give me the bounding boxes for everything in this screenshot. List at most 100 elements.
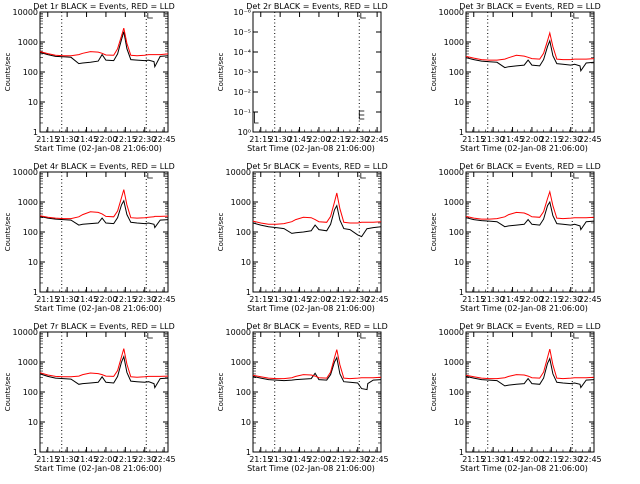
panel-title: Det 3r BLACK = Events, RED = LLD (459, 2, 601, 11)
plot-frame (252, 331, 382, 453)
x-tick-label: 22:00 (94, 295, 117, 304)
panel-title: Det 4r BLACK = Events, RED = LLD (33, 162, 175, 171)
y-tick-label: 10⁻¹ (233, 108, 251, 117)
panel-det-8r: Det 8r BLACK = Events, RED = LLD 1 10 100 10… (217, 322, 389, 473)
y-tick-label: 10000 (13, 168, 38, 177)
y-tick-label: 100 (23, 388, 38, 397)
x-tick-label: 22:45 (579, 135, 602, 144)
x-axis-label: Start Time (02-Jan-08 21:06:00) (34, 304, 162, 313)
attenuator-marker (573, 333, 579, 339)
series-events-line (39, 199, 169, 229)
panel-det-1r: Det 1r BLACK = Events, RED = LLD 1 10 100 10… (4, 2, 176, 153)
y-axis-label: Counts/sec (430, 373, 438, 412)
x-tick-label: 22:45 (366, 455, 389, 464)
x-axis-label: Start Time (02-Jan-08 21:06:00) (460, 304, 588, 313)
x-tick-label: 22:15 (540, 135, 563, 144)
panel-det-2r: Det 2r BLACK = Events, RED = LLD 10⁰ 10⁻¹ 1… (217, 2, 389, 153)
x-tick-label: 21:15 (249, 455, 272, 464)
x-tick-label: 22:00 (307, 455, 330, 464)
panel-title: Det 9r BLACK = Events, RED = LLD (459, 322, 601, 331)
x-tick-label: 22:45 (153, 295, 176, 304)
x-tick-label: 22:15 (327, 135, 350, 144)
x-tick-label: 21:45 (501, 455, 524, 464)
y-tick-label: 1000 (18, 38, 38, 47)
x-tick-label: 22:30 (133, 135, 156, 144)
x-axis-label: Start Time (02-Jan-08 21:06:00) (460, 144, 588, 153)
plot-frame (39, 331, 169, 453)
plot-frame (39, 171, 169, 293)
y-tick-label: 10000 (226, 328, 251, 337)
x-tick-label: 21:45 (75, 295, 98, 304)
attenuator-marker (147, 13, 153, 19)
x-axis-label: Start Time (02-Jan-08 21:06:00) (460, 464, 588, 473)
y-tick-label: 10 (454, 98, 464, 107)
attenuator-marker (360, 333, 366, 339)
series-events-line (465, 200, 595, 231)
y-tick-label: 10⁻² (233, 88, 251, 97)
x-tick-label: 22:00 (94, 135, 117, 144)
x-tick-label: 21:15 (36, 135, 59, 144)
attenuator-marker (573, 13, 579, 19)
series-events-line (465, 357, 595, 389)
attenuator-marker (360, 13, 366, 19)
x-tick-label: 22:15 (540, 295, 563, 304)
x-tick-label: 22:30 (346, 455, 369, 464)
attenuator-marker (573, 173, 579, 179)
series-lld-line (465, 31, 595, 61)
x-tick-label: 22:30 (133, 455, 156, 464)
plot-frame (252, 11, 382, 133)
panel-det-6r: Det 6r BLACK = Events, RED = LLD 1 10 100 10… (430, 162, 602, 313)
panel-title: Det 7r BLACK = Events, RED = LLD (33, 322, 175, 331)
panel-title: Det 1r BLACK = Events, RED = LLD (33, 2, 175, 11)
y-tick-label: 1 (33, 128, 38, 137)
data-flag-mark (254, 112, 259, 124)
series-lld-line (39, 189, 169, 220)
y-tick-label: 10⁻⁶ (233, 8, 251, 17)
x-tick-label: 22:30 (346, 295, 369, 304)
x-tick-label: 22:45 (366, 135, 389, 144)
series-lld-line (465, 189, 595, 220)
x-tick-label: 22:15 (114, 135, 137, 144)
panel-title: Det 5r BLACK = Events, RED = LLD (246, 162, 388, 171)
panel-det-9r: Det 9r BLACK = Events, RED = LLD 1 10 100 10… (430, 322, 602, 473)
plot-frame (39, 11, 169, 133)
panel-det-3r: Det 3r BLACK = Events, RED = LLD 1 10 100 10… (430, 2, 602, 153)
y-tick-label: 1000 (444, 198, 464, 207)
x-tick-label: 21:15 (462, 295, 485, 304)
x-axis-label: Start Time (02-Jan-08 21:06:00) (247, 144, 375, 153)
y-tick-label: 10⁻⁴ (233, 48, 251, 57)
y-tick-label: 10⁻³ (233, 68, 251, 77)
x-tick-label: 22:00 (520, 295, 543, 304)
x-tick-label: 21:30 (482, 295, 505, 304)
y-axis-label: Counts/sec (4, 53, 12, 92)
plot-frame (252, 171, 382, 293)
y-tick-label: 10000 (13, 328, 38, 337)
y-tick-label: 1000 (18, 198, 38, 207)
x-tick-label: 22:45 (366, 295, 389, 304)
x-tick-label: 22:30 (559, 295, 582, 304)
series-events-line (39, 31, 169, 69)
attenuator-marker (147, 333, 153, 339)
x-axis-label: Start Time (02-Jan-08 21:06:00) (34, 464, 162, 473)
x-tick-label: 22:15 (327, 295, 350, 304)
x-tick-label: 21:45 (288, 135, 311, 144)
y-tick-label: 10 (241, 258, 251, 267)
y-tick-label: 100 (449, 228, 464, 237)
y-tick-label: 1 (459, 128, 464, 137)
x-tick-label: 21:45 (501, 295, 524, 304)
x-tick-label: 22:15 (327, 455, 350, 464)
y-tick-label: 10⁻⁵ (233, 28, 251, 37)
plot-frame (465, 171, 595, 293)
y-tick-label: 10000 (439, 328, 464, 337)
panel-title: Det 8r BLACK = Events, RED = LLD (246, 322, 388, 331)
y-tick-label: 100 (449, 388, 464, 397)
series-events-line (39, 355, 169, 389)
y-tick-label: 1000 (444, 358, 464, 367)
y-tick-label: 10 (28, 98, 38, 107)
x-tick-label: 21:45 (288, 295, 311, 304)
x-tick-label: 21:45 (75, 455, 98, 464)
x-tick-label: 21:30 (56, 135, 79, 144)
y-tick-label: 100 (449, 68, 464, 77)
